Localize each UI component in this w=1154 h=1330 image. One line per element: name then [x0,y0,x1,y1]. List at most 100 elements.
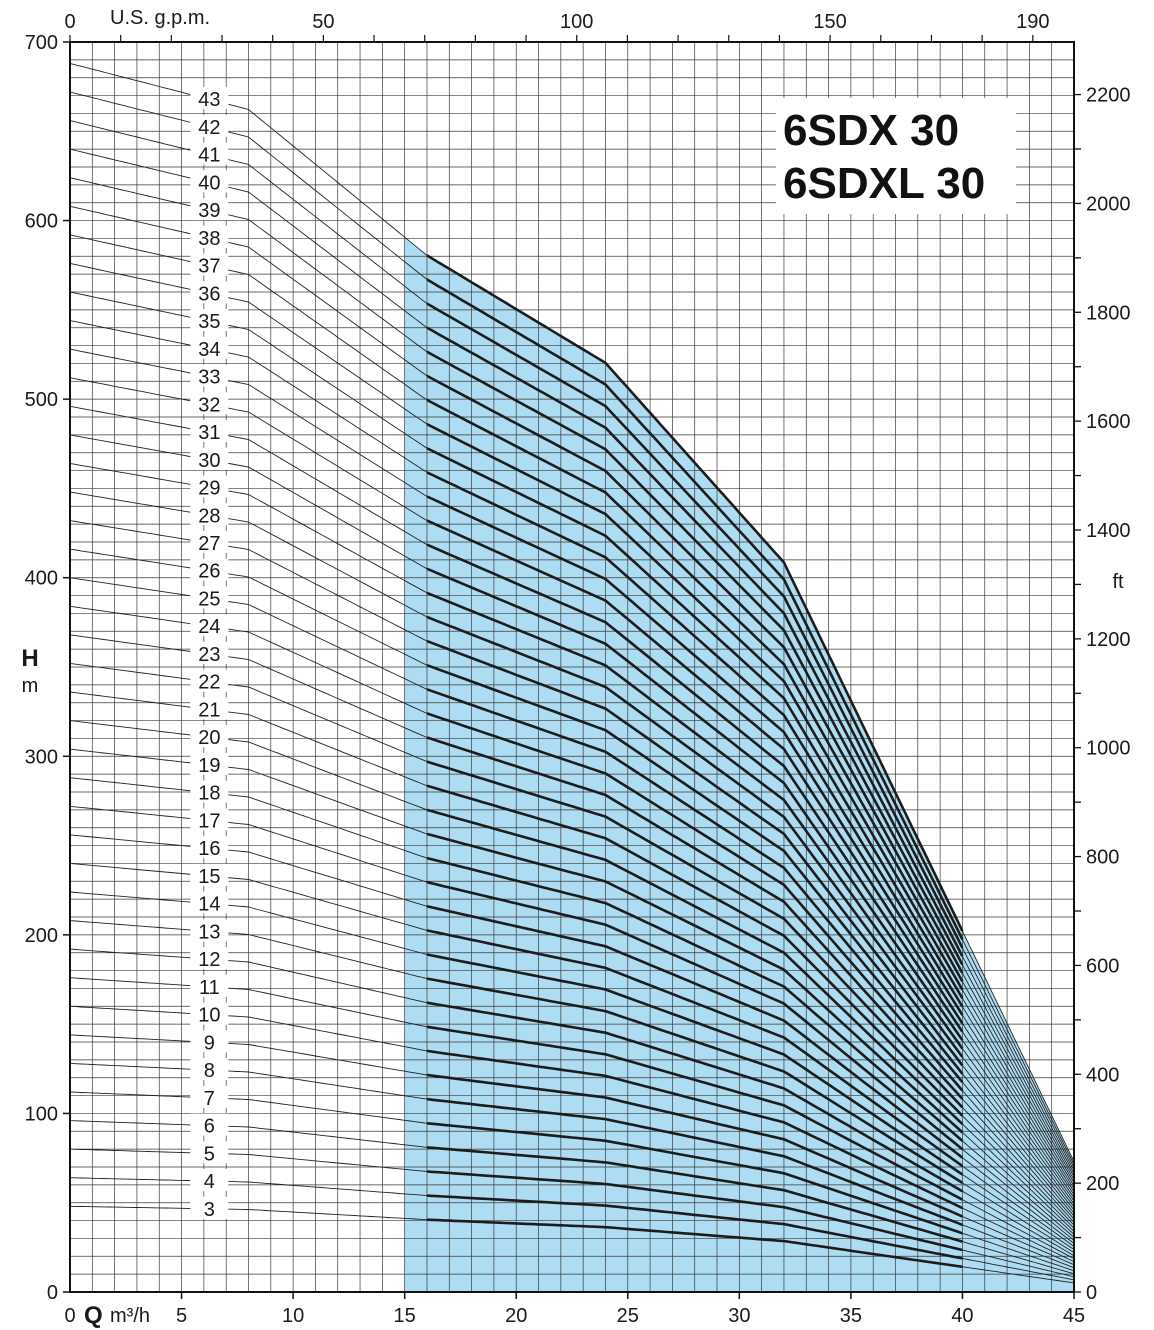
stage-label-13: 13 [198,921,220,943]
stage-label-8: 8 [204,1060,215,1082]
y-right-tick-label: 2000 [1086,193,1131,215]
stage-label-28: 28 [198,505,220,527]
stage-label-bg [190,475,229,498]
curve-stage-3-range [426,1218,963,1269]
curve-stage-29-range [426,591,964,1050]
stage-label-bg [190,947,229,970]
stage-label-42: 42 [198,117,220,139]
stage-label-bg [190,863,229,886]
curve-stage-32-range [426,519,964,1025]
stage-label-bg [190,1085,229,1108]
y-right-tick-label: 0 [1086,1282,1097,1304]
curve-stage-14-range [426,953,964,1176]
y-tick-label: 400 [25,568,58,590]
y-right-tick-label: 1000 [1086,738,1131,760]
stage-label-bg [190,364,229,387]
stage-label-22: 22 [198,672,220,694]
y-axis-unit: m [22,675,39,697]
stage-label-6: 6 [204,1116,215,1138]
stage-label-bg [190,558,229,581]
y-right-tick-label: 1400 [1086,520,1131,542]
curve-stage-26-range [426,663,964,1075]
stage-label-bg [190,198,229,221]
stage-label-15: 15 [198,866,220,888]
curve-stage-24-range [426,712,964,1092]
curve-stage-27-range [426,639,964,1067]
stage-label-39: 39 [198,200,220,222]
stage-label-bg [190,170,229,193]
stage-label-30: 30 [198,450,220,472]
stage-label-bg [190,891,229,914]
x-tick-label: 5 [176,1305,187,1327]
stage-label-bg [190,281,229,304]
stage-label-bg [190,641,229,664]
x-tick-label: 30 [728,1305,750,1327]
x-top-tick-label: 0 [64,11,75,33]
curve-stage-16-range [426,905,964,1159]
x-top-tick-label: 190 [1016,11,1049,33]
stage-label-bg [190,336,229,359]
x-axis-label-q: Q [84,1302,103,1329]
stage-label-33: 33 [198,367,220,389]
stage-curves [69,62,1075,1284]
stage-label-bg [190,1113,229,1136]
stage-label-34: 34 [198,339,220,361]
curve-stage-20-range [426,808,964,1126]
y-tick-label: 0 [47,1282,58,1304]
curve-stage-21-range [426,784,964,1117]
y-tick-label: 600 [25,211,58,233]
stage-label-19: 19 [198,755,220,777]
stage-label-36: 36 [198,283,220,305]
stage-label-bg [190,974,229,997]
stage-label-31: 31 [198,422,220,444]
stage-label-4: 4 [204,1171,215,1193]
stage-label-bg [190,253,229,276]
x-zero-label: 0 [64,1305,75,1327]
x-tick-label: 25 [617,1305,639,1327]
stage-label-23: 23 [198,644,220,666]
curve-stage-30-range [426,567,964,1041]
stage-label-bg [190,114,229,137]
y-right-tick-label: 2200 [1086,85,1131,107]
x-tick-label: 35 [840,1305,862,1327]
curve-stage-10-range [426,1049,963,1210]
curve-stage-8-range [426,1097,963,1227]
y-right-axis-label: ft [1112,571,1124,593]
stage-label-bg [190,780,229,803]
curve-stage-17-range [426,880,964,1151]
stage-label-21: 21 [198,699,220,721]
stage-label-bg [190,669,229,692]
stage-label-bg [190,1058,229,1081]
stage-label-bg [190,614,229,637]
stage-label-18: 18 [198,783,220,805]
stage-label-11: 11 [199,977,220,999]
stage-label-bg [190,87,229,110]
curve-stage-36-range [426,422,964,991]
y-tick-label: 700 [25,32,58,54]
stage-label-bg [190,309,229,332]
x-top-tick-label: 50 [312,11,334,33]
curve-stage-42-range [426,278,964,941]
stage-label-38: 38 [198,228,220,250]
title-line-2: 6SDXL 30 [783,159,985,208]
curve-stage-9-range [426,1073,963,1218]
curve-stage-18-range [426,856,964,1142]
stage-label-17: 17 [198,810,220,832]
stage-label-bg [190,697,229,720]
y-right-tick-label: 800 [1086,847,1119,869]
curve-stage-31-range [426,543,964,1033]
plot-frame [69,41,1075,1293]
curve-stage-19-range [426,832,964,1134]
y-right-tick-label: 600 [1086,955,1119,977]
x-axis-unit: m³/h [110,1305,150,1327]
y-right-tick-label: 200 [1086,1173,1119,1195]
stage-label-43: 43 [198,89,220,111]
curve-stage-39-range [426,350,964,966]
title-background [776,98,1016,214]
curve-stage-35-range [426,447,964,999]
curve-stage-38-range [426,374,964,974]
stage-label-25: 25 [198,588,220,610]
stage-label-bg [190,420,229,443]
